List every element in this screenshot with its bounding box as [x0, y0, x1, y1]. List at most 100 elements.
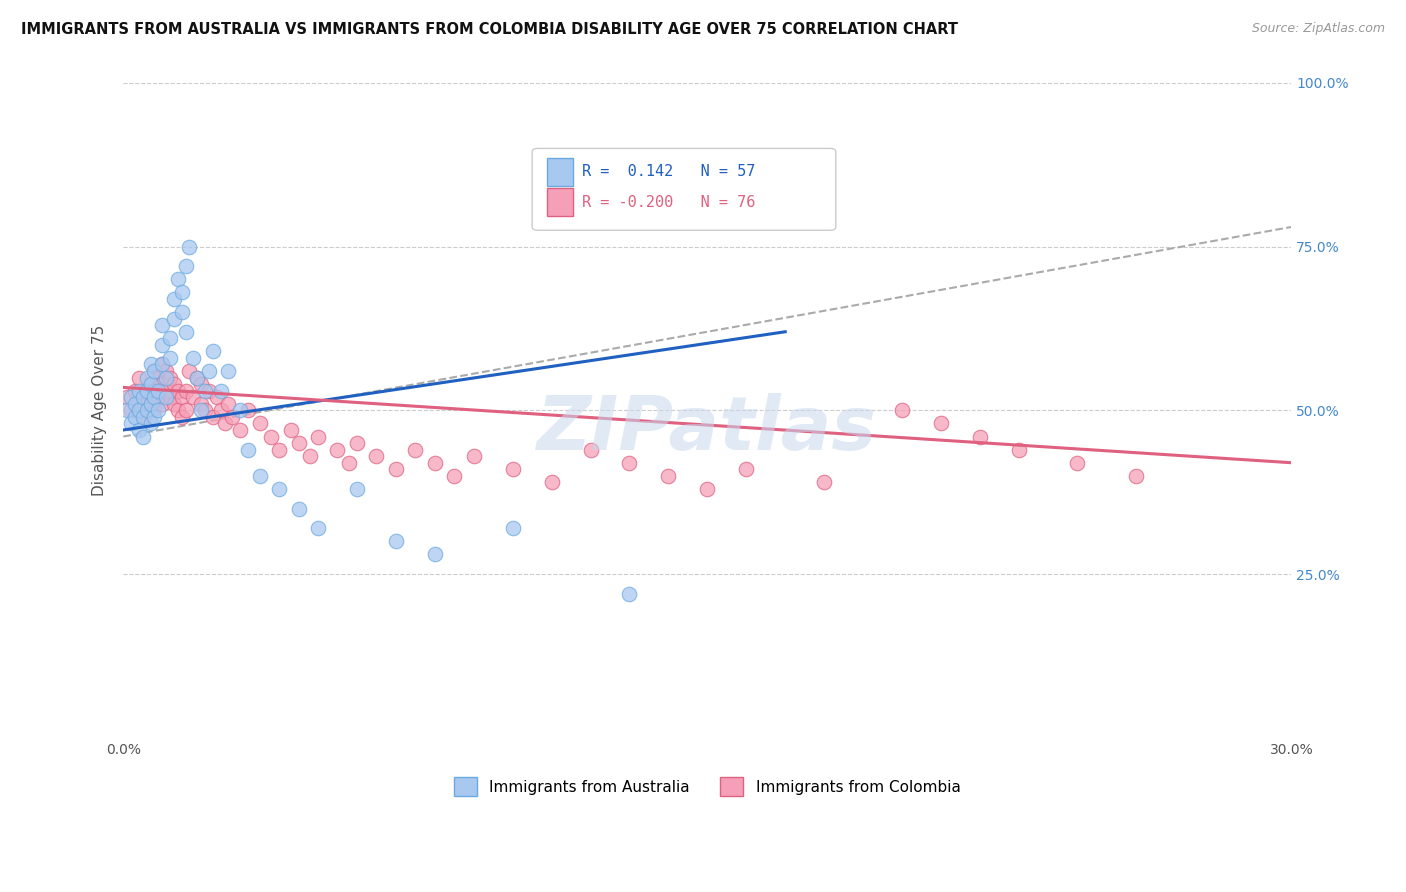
Point [194, 403, 217, 417]
Point [443, 468, 465, 483]
Point [143, 390, 166, 404]
Point [120, 417, 142, 431]
Point [159, 331, 181, 345]
Point [813, 475, 835, 490]
Point [194, 384, 217, 398]
Point [135, 384, 157, 398]
Point [1008, 442, 1031, 457]
Point [619, 587, 641, 601]
Point [148, 370, 170, 384]
Point [128, 423, 150, 437]
Point [166, 403, 188, 417]
Point [148, 384, 170, 398]
Point [249, 468, 271, 483]
Point [969, 429, 991, 443]
Point [148, 403, 170, 417]
Point [115, 390, 138, 404]
Point [326, 442, 349, 457]
Point [139, 417, 162, 431]
Point [174, 403, 197, 417]
Point [198, 364, 221, 378]
Point [307, 429, 329, 443]
Point [155, 364, 177, 378]
Point [735, 462, 758, 476]
Point [287, 436, 309, 450]
Point [696, 482, 718, 496]
Point [166, 272, 188, 286]
FancyBboxPatch shape [547, 158, 574, 186]
Point [170, 285, 193, 300]
Point [150, 318, 173, 333]
Point [463, 449, 485, 463]
Point [502, 462, 524, 476]
Point [190, 397, 212, 411]
Point [179, 239, 201, 253]
Point [132, 429, 155, 443]
Point [139, 377, 162, 392]
Point [150, 358, 173, 372]
Point [128, 384, 150, 398]
Point [174, 325, 197, 339]
Point [132, 390, 155, 404]
Legend: Immigrants from Australia, Immigrants from Colombia: Immigrants from Australia, Immigrants fr… [449, 772, 966, 802]
Text: Source: ZipAtlas.com: Source: ZipAtlas.com [1251, 22, 1385, 36]
Point [346, 436, 368, 450]
Point [385, 462, 408, 476]
Point [366, 449, 388, 463]
Point [143, 364, 166, 378]
Point [163, 377, 186, 392]
Point [115, 403, 138, 417]
Point [209, 384, 232, 398]
Text: ZIPatlas: ZIPatlas [537, 393, 877, 467]
Point [159, 351, 181, 365]
Point [128, 403, 150, 417]
Point [120, 390, 142, 404]
Point [174, 260, 197, 274]
Point [190, 403, 212, 417]
Point [163, 397, 186, 411]
Point [143, 403, 166, 417]
Point [229, 403, 252, 417]
Point [124, 384, 146, 398]
Point [183, 351, 205, 365]
Point [124, 397, 146, 411]
Point [891, 403, 914, 417]
Point [929, 417, 952, 431]
Point [287, 501, 309, 516]
Point [148, 390, 170, 404]
Point [135, 370, 157, 384]
Point [155, 370, 177, 384]
Point [139, 397, 162, 411]
Point [186, 370, 208, 384]
Point [1125, 468, 1147, 483]
Point [135, 403, 157, 417]
FancyBboxPatch shape [547, 188, 574, 216]
Point [150, 397, 173, 411]
Point [132, 390, 155, 404]
Point [159, 370, 181, 384]
Point [179, 364, 201, 378]
Point [120, 403, 142, 417]
Point [267, 482, 290, 496]
Point [174, 384, 197, 398]
Text: R =  0.142   N = 57: R = 0.142 N = 57 [582, 164, 755, 178]
Point [143, 384, 166, 398]
Point [190, 377, 212, 392]
Point [280, 423, 302, 437]
Point [170, 409, 193, 424]
Point [150, 338, 173, 352]
Point [404, 442, 426, 457]
Point [170, 390, 193, 404]
Point [124, 409, 146, 424]
Point [132, 409, 155, 424]
Point [214, 417, 236, 431]
Point [201, 344, 224, 359]
Point [139, 358, 162, 372]
Point [236, 403, 259, 417]
Point [307, 521, 329, 535]
Point [579, 442, 602, 457]
Point [170, 305, 193, 319]
Point [205, 390, 228, 404]
Point [150, 377, 173, 392]
Point [423, 456, 446, 470]
